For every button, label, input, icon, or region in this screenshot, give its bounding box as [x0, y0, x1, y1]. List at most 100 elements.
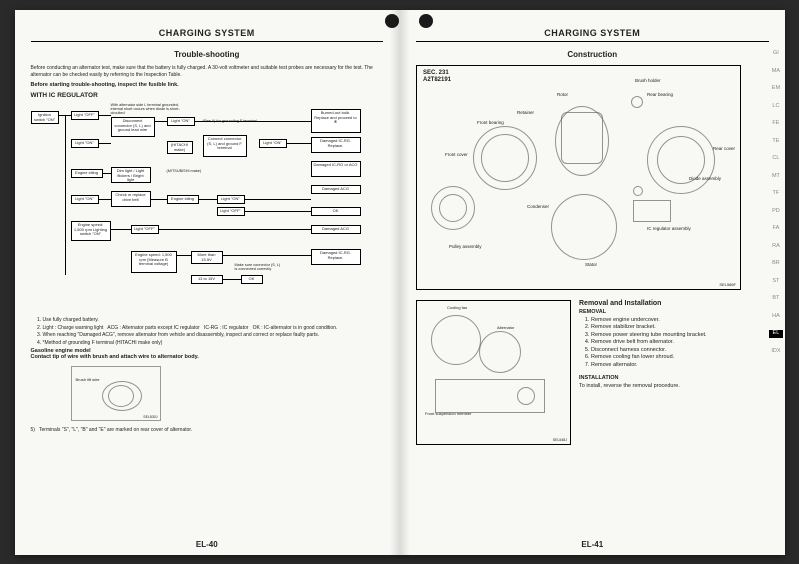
notes-list: Use fully charged battery. Light : Charg… [31, 317, 384, 346]
flow-engine-idling-1: Engine idling [71, 169, 103, 177]
flow-light-on-2: Light "ON" [167, 117, 195, 125]
flow-dim-light: Dim light / Light flickers / Bright ligh… [111, 167, 151, 183]
flow-damaged-icrg-1: Damaged IC-RG. Replace. [311, 137, 361, 153]
page-right: CHARGING SYSTEM Construction SEC. 231 A2… [400, 10, 785, 555]
rm-1: Remove engine undercover. [591, 317, 769, 324]
tab-tf[interactable]: TF [769, 190, 782, 198]
tab-ra[interactable]: RA [769, 243, 782, 251]
rm-4: Remove drive belt from alternator. [591, 339, 769, 346]
installation-heading: INSTALLATION [579, 375, 769, 381]
flow-damaged-icrg-2: Damaged IC-RG. Replace. [311, 249, 361, 265]
tab-cl[interactable]: CL [769, 155, 782, 163]
flow-engine-idling-2: Engine idling [167, 195, 199, 203]
flow-engine-1500-2: Engine speed: 1,500 rpm (Measure B termi… [131, 251, 177, 273]
installation-text: To install, reverse the removal procedur… [579, 383, 769, 389]
tab-te[interactable]: TE [769, 138, 782, 146]
tab-idx[interactable]: IDX [769, 348, 782, 356]
page-num-left: EL-40 [196, 540, 218, 549]
lbl-rotor: Rotor [557, 92, 568, 97]
page-left: CHARGING SYSTEM Trouble-shooting Before … [15, 10, 401, 555]
exploded-view: SEC. 231 A2T82191 Rotor Brush holder Rea… [416, 65, 741, 290]
left-header: CHARGING SYSTEM [31, 28, 384, 42]
tab-em[interactable]: EM [769, 85, 782, 93]
page-num-right: EL-41 [581, 540, 603, 549]
lbl-rear-bearing: Rear bearing [647, 92, 673, 97]
flow-light-off-2: Light "OFF" [217, 207, 245, 215]
intro-2: Before starting trouble-shooting, inspec… [31, 82, 384, 89]
tab-fe[interactable]: FE [769, 120, 782, 128]
flow-light-on-5: Light "ON" [217, 195, 245, 203]
lbl-brush-holder: Brush holder [635, 78, 661, 83]
sec-label: SEC. 231 A2T82191 [423, 70, 451, 84]
rm-2: Remove stabilizer bracket. [591, 324, 769, 331]
right-subheader: Construction [416, 50, 769, 59]
lbl-retainer: Retainer [517, 110, 534, 115]
tab-lc[interactable]: LC [769, 103, 782, 111]
flow-13-15v: 13 to 15V [191, 275, 223, 283]
tab-bt[interactable]: BT [769, 295, 782, 303]
lbl-front-cover: Front cover [445, 152, 468, 157]
flow-ok-1: OK [311, 207, 361, 215]
flow-check-belt: Check or replace drive belt [111, 191, 151, 207]
note-2: Light : Charge warning light ACG : Alter… [43, 325, 384, 332]
flow-note-4: With alternator side L terminal grounded… [111, 103, 181, 116]
removal-heading: REMOVAL [579, 309, 769, 315]
lbl-front-bearing: Front bearing [477, 120, 504, 125]
flow-engine-1500-1: Engine speed: 1,500 rpm Lighting switch … [71, 221, 111, 241]
tab-el[interactable]: EL [769, 330, 782, 338]
flow-hitachi: (HITACHI make) [167, 141, 193, 154]
flow-ignition: Ignition switch "ON" [31, 111, 59, 124]
note-1: Use fully charged battery. [43, 317, 384, 324]
tab-pd[interactable]: PD [769, 208, 782, 216]
flow-disconnect: Disconnect connector (S, L) and ground l… [111, 117, 155, 137]
flow-burned-bulb: Burned-out bulb. Replace and proceed to … [311, 109, 361, 133]
tab-strip: GI MA EM LC FE TE CL MT TF PD FA RA BR S… [769, 50, 782, 355]
note-4: *Method of grounding F terminal (HITACHI… [43, 340, 384, 347]
flow-mitsubishi: (MITSUBISHI make) [167, 169, 203, 173]
note-3: When reaching "Damaged ACG", remove alte… [43, 332, 384, 339]
flow-light-on-4: Light "ON" [71, 195, 99, 203]
left-subheader: Trouble-shooting [31, 50, 384, 59]
fig-ref-exploded: SEL586F [719, 282, 736, 287]
flow-light-on-1: Light "ON" [71, 139, 99, 147]
rm-3: Remove power steering tube mounting brac… [591, 332, 769, 339]
tab-mt[interactable]: MT [769, 173, 782, 181]
install-text: Removal and Installation REMOVAL Remove … [579, 300, 769, 445]
flow-connect-ground: Connect connector (S, L) and ground F te… [203, 135, 247, 157]
rm-7: Remove alternator. [591, 362, 769, 369]
lbl-cooling-fan: Cooling fan [447, 305, 467, 310]
install-diagram: Cooling fan Alternator Front suspension … [416, 300, 571, 445]
intro-1: Before conducting an alternator test, ma… [31, 65, 384, 78]
flow-light-on-3: Light "ON" [259, 139, 287, 147]
lbl-rear-cover: Rear cover [713, 146, 735, 151]
lbl-diode: Diode assembly [689, 176, 721, 181]
tab-ma[interactable]: MA [769, 68, 782, 76]
flow-ok-2: OK [241, 275, 263, 283]
tab-gi[interactable]: GI [769, 50, 782, 58]
brush-diagram: Brush lift wire SEL830J [71, 366, 161, 421]
tab-fa[interactable]: FA [769, 225, 782, 233]
tab-br[interactable]: BR [769, 260, 782, 268]
rm-6: Remove cooling fan lower shroud. [591, 354, 769, 361]
lbl-condenser: Condenser [527, 204, 549, 209]
fig-ref-install: SEL548J [553, 438, 567, 442]
troubleshoot-flowchart: Ignition switch "ON" Light "OFF" Light "… [31, 103, 384, 313]
flow-damaged-acg-1: Damaged ACG [311, 185, 361, 193]
brush-label: Brush lift wire [76, 377, 100, 382]
tab-st[interactable]: ST [769, 278, 782, 286]
flow-light-off-3: Light "OFF" [131, 225, 159, 233]
regulator-label: WITH IC REGULATOR [31, 92, 384, 99]
lbl-alternator: Alternator [497, 325, 514, 330]
right-header: CHARGING SYSTEM [416, 28, 769, 42]
rm-5: Disconnect harness connector. [591, 347, 769, 354]
lbl-stator: Stator [585, 262, 597, 267]
lbl-ic-reg: IC regulator assembly [647, 226, 691, 231]
footnote-5: 5) Terminals "S", "L", "B" and "E" are m… [31, 427, 384, 433]
install-heading: Removal and Installation [579, 300, 769, 307]
gasoline-text: Contact tip of wire with brush and attac… [31, 354, 384, 360]
tab-ha[interactable]: HA [769, 313, 782, 321]
flow-damaged-acg-2: Damaged ACG [311, 225, 361, 233]
lbl-pulley: Pulley assembly [449, 244, 482, 249]
fig-ref-left: SEL830J [143, 415, 157, 419]
flow-light-off-1: Light "OFF" [71, 111, 99, 119]
